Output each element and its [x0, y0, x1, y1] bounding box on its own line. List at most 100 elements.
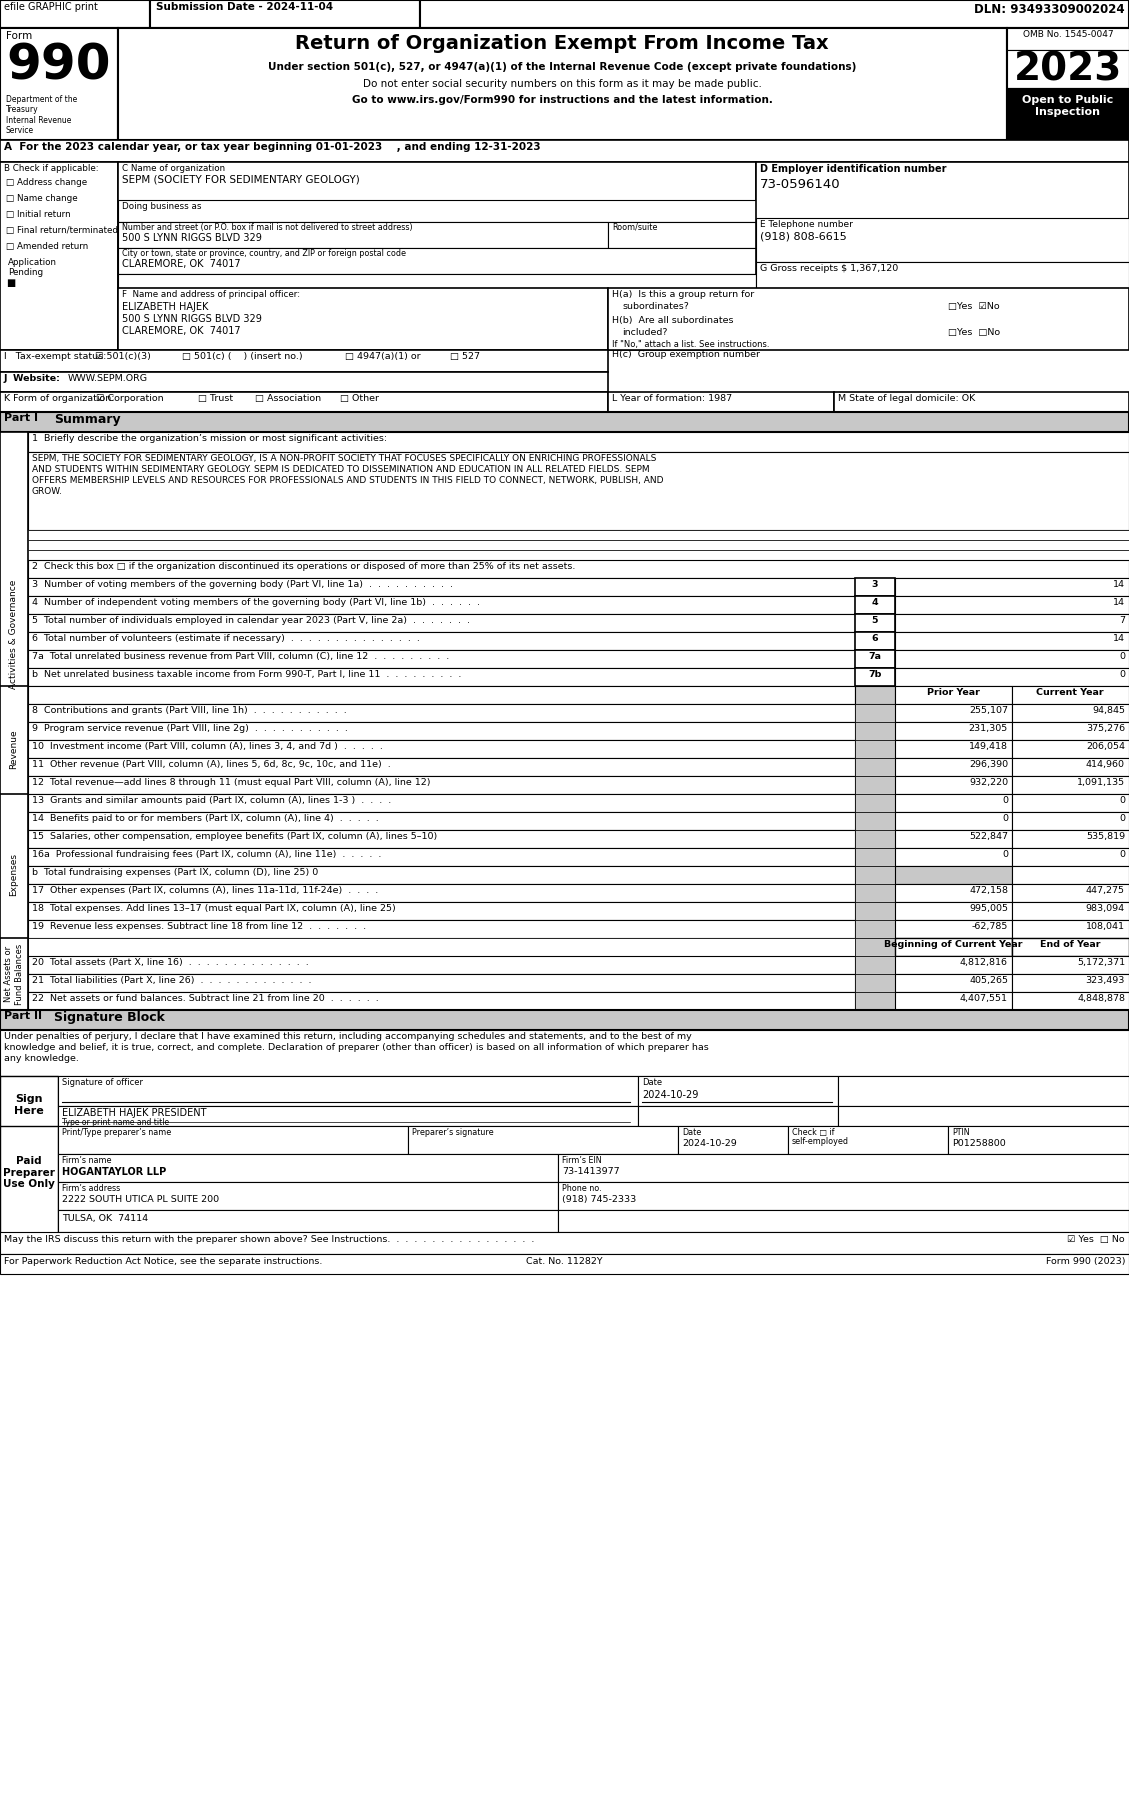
Bar: [150, 0, 420, 27]
Bar: [895, 615, 1129, 631]
Bar: [1012, 759, 1129, 777]
Bar: [1012, 884, 1129, 902]
Text: 255,107: 255,107: [969, 706, 1008, 715]
Bar: [855, 631, 895, 649]
Text: ☑ Corporation: ☑ Corporation: [96, 395, 164, 404]
Text: 14: 14: [1113, 580, 1124, 589]
Text: ELIZABETH HAJEK: ELIZABETH HAJEK: [122, 302, 209, 313]
Bar: [855, 884, 895, 902]
Bar: [895, 848, 1012, 866]
Bar: [28, 560, 1129, 578]
Text: Pending: Pending: [8, 267, 43, 276]
Text: B Check if applicable:: B Check if applicable:: [5, 164, 98, 173]
Bar: [895, 811, 1012, 829]
Bar: [1007, 87, 1129, 140]
Bar: [1012, 740, 1129, 759]
Bar: [1012, 991, 1129, 1010]
Text: □ Other: □ Other: [340, 395, 379, 404]
Bar: [0, 1126, 58, 1233]
Bar: [1012, 973, 1129, 991]
Text: 2222 SOUTH UTICA PL SUITE 200: 2222 SOUTH UTICA PL SUITE 200: [62, 1195, 219, 1204]
Bar: [1012, 777, 1129, 795]
Bar: [58, 1153, 558, 1182]
Text: Date: Date: [682, 1128, 701, 1137]
Text: WWW.SEPM.ORG: WWW.SEPM.ORG: [68, 375, 148, 384]
Text: 73-1413977: 73-1413977: [562, 1168, 620, 1177]
Bar: [895, 597, 1129, 615]
Text: 0: 0: [1119, 669, 1124, 678]
Text: 0: 0: [1119, 797, 1124, 806]
Bar: [0, 411, 1129, 431]
Bar: [895, 866, 1012, 884]
Text: Sign
Here: Sign Here: [15, 1093, 44, 1115]
Text: Form: Form: [6, 31, 33, 42]
Bar: [28, 957, 855, 973]
Bar: [855, 686, 895, 704]
Bar: [834, 393, 1129, 411]
Text: Preparer’s signature: Preparer’s signature: [412, 1128, 493, 1137]
Text: If "No," attach a list. See instructions.: If "No," attach a list. See instructions…: [612, 340, 770, 349]
Text: b  Net unrelated business taxable income from Form 990-T, Part I, line 11  .  . : b Net unrelated business taxable income …: [32, 669, 462, 678]
Bar: [855, 973, 895, 991]
Bar: [28, 884, 855, 902]
Bar: [855, 649, 895, 668]
Bar: [895, 668, 1129, 686]
Text: Part II: Part II: [5, 1011, 42, 1020]
Text: CLAREMORE, OK  74017: CLAREMORE, OK 74017: [122, 258, 240, 269]
Bar: [1012, 811, 1129, 829]
Text: □ Final return/terminated: □ Final return/terminated: [6, 226, 119, 235]
Text: 7: 7: [1119, 617, 1124, 626]
Text: 231,305: 231,305: [969, 724, 1008, 733]
Text: PTIN: PTIN: [952, 1128, 970, 1137]
Text: ☑ Yes  □ No: ☑ Yes □ No: [1067, 1235, 1124, 1244]
Bar: [28, 686, 855, 704]
Text: TULSA, OK  74114: TULSA, OK 74114: [62, 1213, 148, 1222]
Text: Revenue: Revenue: [9, 729, 18, 769]
Bar: [0, 431, 28, 837]
Bar: [855, 902, 895, 920]
Bar: [1012, 957, 1129, 973]
Text: 296,390: 296,390: [969, 760, 1008, 769]
Text: 0: 0: [1003, 797, 1008, 806]
Bar: [855, 829, 895, 848]
Text: 4  Number of independent voting members of the governing body (Part VI, line 1b): 4 Number of independent voting members o…: [32, 598, 480, 608]
Bar: [855, 615, 895, 631]
Text: any knowledge.: any knowledge.: [5, 1053, 79, 1062]
Bar: [855, 578, 895, 597]
Text: included?: included?: [622, 327, 667, 337]
Text: F  Name and address of principal officer:: F Name and address of principal officer:: [122, 289, 300, 298]
Text: Summary: Summary: [54, 413, 121, 426]
Bar: [0, 393, 609, 411]
Text: ☑ 501(c)(3): ☑ 501(c)(3): [95, 353, 151, 360]
Bar: [855, 777, 895, 795]
Bar: [838, 1106, 1129, 1126]
Text: 73-0596140: 73-0596140: [760, 178, 841, 191]
Text: M State of legal domicile: OK: M State of legal domicile: OK: [838, 395, 975, 404]
Text: 21  Total liabilities (Part X, line 26)  .  .  .  .  .  .  .  .  .  .  .  .  .: 21 Total liabilities (Part X, line 26) .…: [32, 977, 312, 986]
Text: CLAREMORE, OK  74017: CLAREMORE, OK 74017: [122, 326, 240, 337]
Text: 206,054: 206,054: [1086, 742, 1124, 751]
Text: 375,276: 375,276: [1086, 724, 1124, 733]
Bar: [948, 1126, 1129, 1153]
Bar: [28, 939, 855, 957]
Text: 522,847: 522,847: [969, 831, 1008, 840]
Bar: [895, 631, 1129, 649]
Bar: [1012, 939, 1129, 957]
Text: knowledge and belief, it is true, correct, and complete. Declaration of preparer: knowledge and belief, it is true, correc…: [5, 1042, 709, 1051]
Text: 7a  Total unrelated business revenue from Part VIII, column (C), line 12  .  .  : 7a Total unrelated business revenue from…: [32, 651, 449, 660]
Text: C Name of organization: C Name of organization: [122, 164, 225, 173]
Text: 323,493: 323,493: [1086, 977, 1124, 986]
Text: 5: 5: [872, 617, 878, 626]
Text: 7a: 7a: [868, 651, 882, 660]
Bar: [1012, 686, 1129, 704]
Text: □ 501(c) (    ) (insert no.): □ 501(c) ( ) (insert no.): [182, 353, 303, 360]
Text: 2024-10-29: 2024-10-29: [642, 1090, 699, 1100]
Bar: [58, 1106, 638, 1126]
Text: Number and street (or P.O. box if mail is not delivered to street address): Number and street (or P.O. box if mail i…: [122, 224, 412, 233]
Text: 22  Net assets or fund balances. Subtract line 21 from line 20  .  .  .  .  .  .: 22 Net assets or fund balances. Subtract…: [32, 993, 378, 1002]
Text: Go to www.irs.gov/Form990 for instructions and the latest information.: Go to www.irs.gov/Form990 for instructio…: [351, 95, 772, 106]
Bar: [895, 920, 1012, 939]
Text: 0: 0: [1119, 849, 1124, 859]
Bar: [119, 200, 756, 222]
Bar: [0, 686, 28, 811]
